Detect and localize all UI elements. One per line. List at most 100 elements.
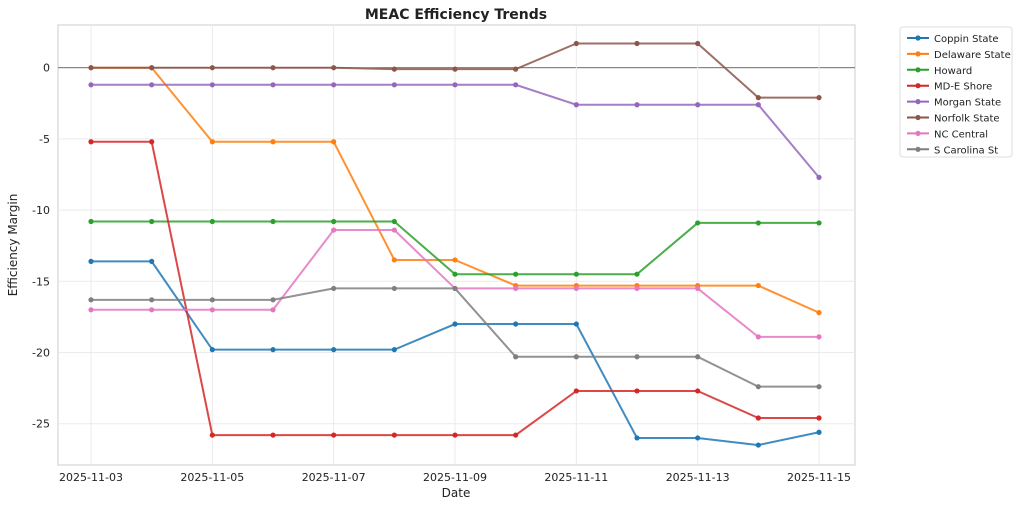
data-point xyxy=(331,218,337,225)
data-point xyxy=(331,65,337,71)
y-tick-label: -20 xyxy=(32,347,50,360)
data-point xyxy=(88,218,94,225)
y-tick-label: 0 xyxy=(43,62,50,75)
data-point xyxy=(816,384,822,390)
legend-label: Delaware State xyxy=(934,50,1011,61)
data-point xyxy=(573,102,579,108)
data-point xyxy=(270,218,276,225)
data-point xyxy=(816,334,822,340)
data-point xyxy=(755,95,761,101)
data-point xyxy=(209,307,215,313)
data-point xyxy=(209,218,215,225)
data-point xyxy=(452,285,458,292)
x-axis-label: Date xyxy=(442,486,471,500)
data-point xyxy=(391,227,397,233)
data-point xyxy=(452,321,458,327)
data-point xyxy=(149,65,155,71)
legend-label: Morgan State xyxy=(934,98,1001,109)
data-point xyxy=(88,82,94,88)
data-point xyxy=(149,218,155,225)
data-point xyxy=(513,321,519,327)
legend-label: NC Central xyxy=(934,129,988,140)
data-point xyxy=(270,139,276,145)
data-point xyxy=(452,432,458,438)
x-tick-label: 2025-11-13 xyxy=(666,471,730,484)
data-point xyxy=(695,285,701,292)
y-tick-label: -10 xyxy=(32,204,50,217)
data-point xyxy=(331,139,337,145)
data-point xyxy=(270,347,276,353)
data-point xyxy=(573,388,579,394)
data-point xyxy=(331,82,337,88)
data-point xyxy=(755,102,761,108)
data-point xyxy=(634,354,640,360)
data-point xyxy=(755,442,761,448)
legend-marker xyxy=(915,83,921,89)
legend-label: S Carolina St xyxy=(934,145,998,156)
data-point xyxy=(270,65,276,71)
data-point xyxy=(452,82,458,88)
data-point xyxy=(209,347,215,353)
data-point xyxy=(695,388,701,394)
data-point xyxy=(513,66,519,72)
data-point xyxy=(755,220,761,226)
data-point xyxy=(573,40,579,47)
legend-marker xyxy=(915,35,921,41)
x-tick-label: 2025-11-07 xyxy=(302,471,366,484)
data-point xyxy=(452,257,458,263)
x-tick-label: 2025-11-11 xyxy=(544,471,608,484)
data-point xyxy=(755,384,761,390)
data-point xyxy=(452,66,458,72)
data-point xyxy=(573,271,579,277)
x-tick-label: 2025-11-09 xyxy=(423,471,487,484)
legend-marker xyxy=(915,146,921,152)
data-point xyxy=(695,40,701,47)
data-point xyxy=(331,432,337,438)
y-tick-label: -25 xyxy=(32,418,50,431)
legend-marker xyxy=(915,51,921,57)
data-point xyxy=(695,435,701,441)
data-point xyxy=(695,220,701,226)
data-point xyxy=(88,297,94,303)
data-point xyxy=(149,82,155,88)
data-point xyxy=(634,388,640,394)
data-point xyxy=(573,321,579,327)
data-point xyxy=(149,258,155,264)
legend-marker xyxy=(915,114,921,121)
data-point xyxy=(209,82,215,88)
x-tick-label: 2025-11-15 xyxy=(787,471,851,484)
data-point xyxy=(634,435,640,441)
data-point xyxy=(816,415,822,421)
data-point xyxy=(816,310,822,316)
legend-marker xyxy=(915,130,921,136)
data-point xyxy=(331,347,337,353)
data-point xyxy=(634,40,640,47)
data-point xyxy=(816,429,822,435)
y-axis-label: Efficiency Margin xyxy=(6,194,20,297)
data-point xyxy=(816,95,822,101)
legend-label: Norfolk State xyxy=(934,114,1000,125)
legend-marker xyxy=(915,67,921,73)
data-point xyxy=(391,218,397,225)
y-tick-label: -15 xyxy=(32,275,50,288)
data-point xyxy=(331,285,337,292)
data-point xyxy=(209,432,215,438)
data-point xyxy=(209,65,215,71)
data-point xyxy=(513,285,519,292)
data-point xyxy=(513,82,519,88)
chart-title: MEAC Efficiency Trends xyxy=(365,7,547,23)
legend-marker xyxy=(915,99,921,105)
data-point xyxy=(391,347,397,353)
data-point xyxy=(452,271,458,277)
data-point xyxy=(331,227,337,233)
data-point xyxy=(513,354,519,360)
data-point xyxy=(149,139,155,145)
data-point xyxy=(695,102,701,108)
data-point xyxy=(634,102,640,108)
data-point xyxy=(391,285,397,292)
legend-label: Howard xyxy=(934,66,972,77)
data-point xyxy=(270,82,276,88)
data-point xyxy=(816,220,822,226)
legend-label: MD-E Shore xyxy=(934,82,992,93)
